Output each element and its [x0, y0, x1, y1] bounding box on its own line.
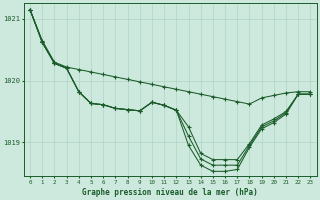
- X-axis label: Graphe pression niveau de la mer (hPa): Graphe pression niveau de la mer (hPa): [82, 188, 258, 197]
